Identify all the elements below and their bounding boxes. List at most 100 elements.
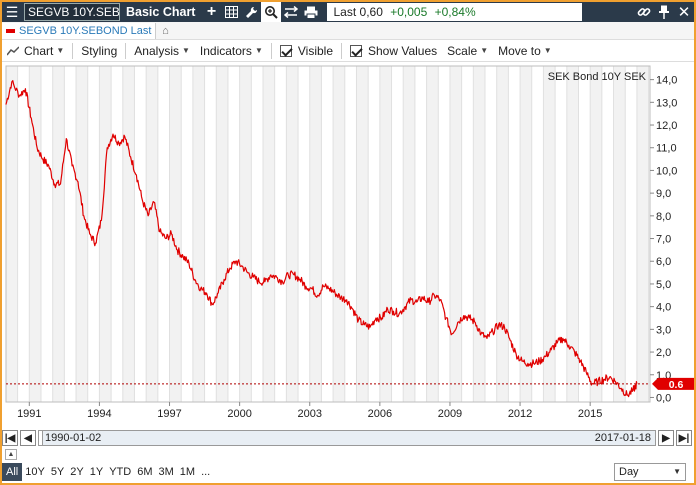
wrench-icon[interactable] [241,2,261,22]
y-tick-label: 7,0 [656,234,671,246]
y-tick-label: 2,0 [656,347,671,359]
x-tick-label: 2006 [368,408,392,420]
x-tick-label: 1997 [157,408,181,420]
chart-title: SEK Bond 10Y SEK [548,71,647,83]
visible-toggle[interactable]: Visible [275,40,338,62]
grid-band [286,66,299,402]
indicators-menu[interactable]: Indicators ▼ [195,40,268,62]
nav-prev-icon[interactable]: ◀ [20,430,36,446]
navigator: |◀ ◀ 1990-01-02 2017-01-18 ▶ ▶| [2,429,694,447]
grid-band [496,66,509,402]
period-6m[interactable]: 6M [137,466,153,478]
quote-last-label: Last [333,5,357,19]
period-all[interactable]: All [2,463,23,481]
separator [125,42,127,59]
menu-icon[interactable]: ☰ [5,3,19,20]
quote-change: +0,005 [390,5,428,19]
visible-checkbox[interactable] [279,44,292,57]
period-10y[interactable]: 10Y [25,466,45,478]
x-tick-label: 1991 [17,408,41,420]
grid-band [543,66,556,402]
nav-next-icon[interactable]: ▶ [658,430,674,446]
interval-value: Day [619,466,639,478]
period-bar: All 10Y 5Y 2Y 1Y YTD 6M 3M 1M ... Day ▼ [2,462,694,482]
scale-caret-icon: ▼ [480,46,489,55]
price-chart[interactable]: 14,0 13,0 12,0 11,0 10,0 9,0 8,0 7,0 6,0 5,0 4,0 3,… [2,62,694,427]
grid-band [449,66,462,402]
series-tab[interactable]: SEGVB 10Y.SEBOND Last [2,22,157,39]
quote-last-value: 0,60 [359,5,383,19]
analysis-menu[interactable]: Analysis ▼ [129,40,195,62]
close-icon[interactable]: ✕ [677,4,691,21]
x-tick-label: 1994 [87,408,111,420]
pin-icon[interactable] [654,2,674,22]
grid-band [52,66,65,402]
grid-band [263,66,275,402]
indicators-label: Indicators [199,43,252,58]
period-3m[interactable]: 3M [158,466,174,478]
show-values-label: Show Values [368,43,438,58]
move-to-caret-icon: ▼ [543,46,552,55]
y-tick-label: 8,0 [656,211,671,223]
show-values-toggle[interactable]: Show Values [345,40,442,62]
grid-band [566,66,579,402]
period-2y[interactable]: 2Y [70,466,84,478]
symbol-input[interactable]: SEGVB 10Y.SEBON [24,3,120,21]
y-tick-label: 0,0 [656,392,671,404]
grid-band [309,66,322,402]
move-to-menu[interactable]: Move to ▼ [493,40,557,62]
show-values-checkbox[interactable] [350,44,362,57]
collapse-up-icon[interactable]: ▲ [5,449,17,460]
navigator-track[interactable]: 1990-01-02 2017-01-18 [38,430,656,446]
navigator-grip[interactable] [39,431,43,445]
link-icon[interactable] [634,2,654,22]
y-tick-label: 6,0 [656,256,671,268]
chart-toolbar: Chart ▼ Styling Analysis ▼ Indicators ▼ Vis… [2,40,694,62]
chart-menu[interactable]: Chart ▼ [2,40,69,62]
styling-menu[interactable]: Styling [76,40,122,62]
analysis-label: Analysis [134,43,179,58]
nav-last-icon[interactable]: ▶| [676,430,692,446]
grid-band [520,66,532,402]
table-icon[interactable] [221,2,241,22]
period-5y[interactable]: 5Y [50,466,65,478]
grid-band [333,66,345,402]
period-ytd[interactable]: YTD [109,466,132,478]
grid-band [403,66,415,402]
series-tab-label: SEGVB 10Y.SEBOND Last [19,24,152,37]
period-1y[interactable]: 1Y [89,466,104,478]
window-title: Basic Chart [126,5,196,19]
quote-change-pct: +0,84% [434,5,476,19]
period-1m[interactable]: 1M [179,466,196,478]
x-tick-label: 2012 [508,408,532,420]
grid-band [146,66,158,402]
grid-band [636,66,649,402]
grid-band [76,66,88,402]
grid-band [590,66,602,402]
home-icon[interactable]: ⌂ [162,24,169,37]
styling-label: Styling [81,43,118,58]
add-icon[interactable]: + [206,3,217,20]
zoom-icon[interactable] [261,2,282,22]
grid-band [122,66,135,402]
grid-band [356,66,369,402]
print-icon[interactable] [301,2,321,22]
interval-select[interactable]: Day ▼ [614,463,686,481]
scale-menu[interactable]: Scale ▼ [442,40,493,62]
navigator-end: 2017-01-18 [594,432,651,444]
separator [72,42,74,59]
nav-first-icon[interactable]: |◀ [2,430,18,446]
interval-dropdown-icon: ▼ [673,467,681,476]
chart-area[interactable]: 14,0 13,0 12,0 11,0 10,0 9,0 8,0 7,0 6,0 5,0 4,0 3,… [2,62,694,427]
chart-menu-caret-icon: ▼ [56,46,65,55]
plot-border [5,65,651,403]
quote-box: Last 0,60 +0,005 +0,84% [327,3,583,21]
series-line [5,80,638,398]
analysis-caret-icon: ▼ [181,46,190,55]
grid-band [192,66,205,402]
compare-arrows-icon[interactable] [281,2,301,22]
y-tick-label: 12,0 [656,120,677,132]
period-more[interactable]: ... [201,466,211,478]
last-value-marker [652,377,694,390]
